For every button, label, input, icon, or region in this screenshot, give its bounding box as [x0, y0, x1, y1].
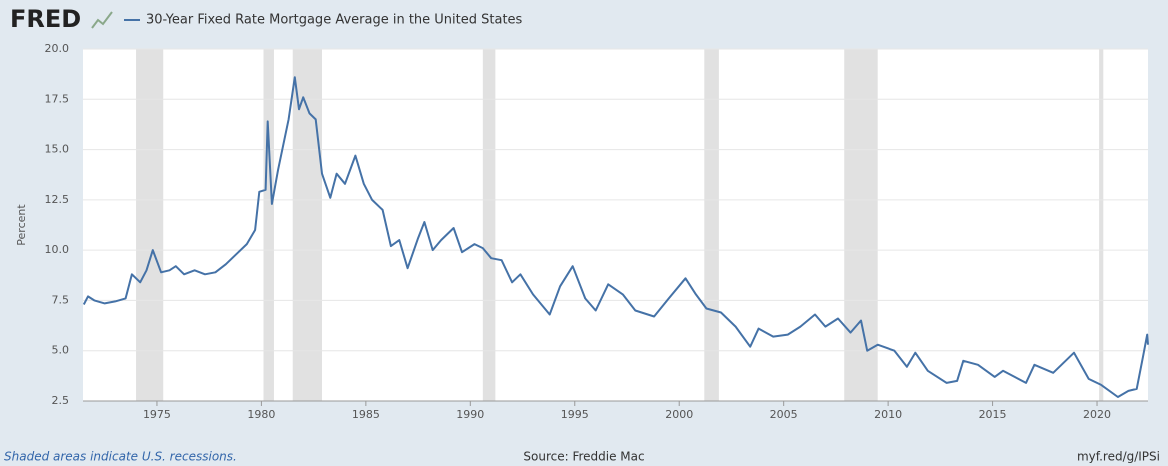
- recession-band: [263, 49, 274, 401]
- x-tick-label: 1980: [247, 408, 275, 421]
- x-tick-label: 2020: [1083, 408, 1111, 421]
- y-tick-label: 20.0: [45, 42, 70, 55]
- y-tick-label: 7.5: [52, 293, 70, 306]
- x-tick-label: 1985: [352, 408, 380, 421]
- logo: FRED: [10, 5, 81, 33]
- footer-note: Shaded areas indicate U.S. recessions.: [4, 450, 237, 464]
- x-tick-label: 2005: [770, 408, 798, 421]
- recession-band: [704, 49, 719, 401]
- recession-band: [844, 49, 878, 401]
- y-tick-label: 2.5: [52, 394, 70, 407]
- recession-band: [136, 49, 164, 401]
- series-line: [82, 76, 1149, 398]
- y-tick-label: 12.5: [45, 193, 70, 206]
- footer-link: myf.red/g/IPSi: [1077, 450, 1160, 464]
- x-tick-label: 2015: [979, 408, 1007, 421]
- legend-label: 30-Year Fixed Rate Mortgage Average in t…: [146, 13, 523, 28]
- x-tick-label: 1990: [456, 408, 484, 421]
- recession-band: [1099, 49, 1104, 401]
- plot-area: [83, 49, 1148, 401]
- y-tick-label: 5.0: [52, 344, 70, 357]
- x-tick-label: 1995: [561, 408, 589, 421]
- x-tick-label: 1975: [143, 408, 171, 421]
- y-tick-label: 17.5: [45, 92, 70, 105]
- x-tick-label: 2000: [665, 408, 693, 421]
- logo-icon: [91, 11, 113, 29]
- recession-band: [482, 49, 496, 401]
- y-tick-label: 10.0: [45, 243, 70, 256]
- y-axis-label: Percent: [15, 204, 28, 246]
- footer-source: Source: Freddie Mac: [523, 450, 644, 464]
- x-tick-label: 2010: [874, 408, 902, 421]
- y-tick-label: 15.0: [45, 143, 70, 156]
